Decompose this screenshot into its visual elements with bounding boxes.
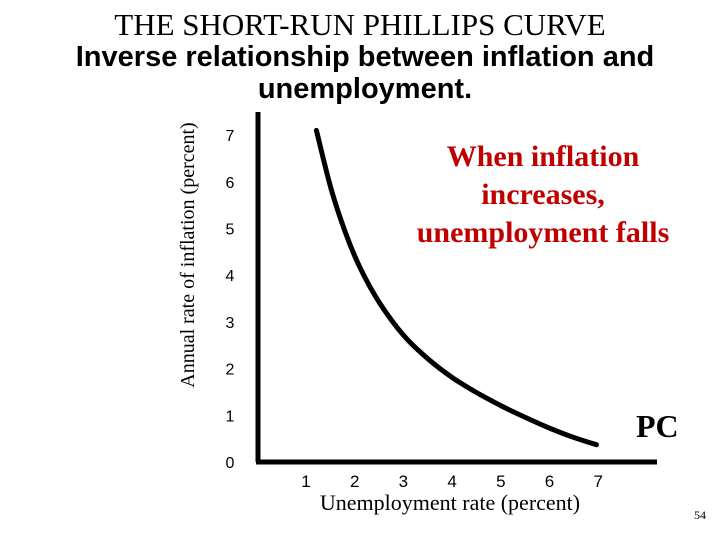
y-tick-label: 3 bbox=[226, 315, 235, 332]
y-axis-label: Annual rate of inflation (percent) bbox=[177, 122, 199, 388]
annotation-line-2: increases, bbox=[481, 178, 605, 211]
series-label-pc: PC bbox=[636, 408, 679, 444]
x-tick-label: 3 bbox=[399, 472, 408, 491]
x-tick-label: 1 bbox=[301, 472, 310, 491]
y-axis-label-container: Annual rate of inflation (percent) bbox=[160, 120, 216, 390]
y-tick-label: 7 bbox=[226, 128, 235, 145]
x-tick-label: 7 bbox=[593, 472, 602, 491]
x-tick-labels: 1 2 3 4 5 6 7 bbox=[301, 472, 603, 491]
y-tick-label: 4 bbox=[226, 268, 235, 285]
x-tick-label: 2 bbox=[350, 472, 359, 491]
x-tick-label: 6 bbox=[545, 472, 554, 491]
phillips-curve-line bbox=[313, 127, 599, 448]
chart-axes bbox=[255, 112, 657, 465]
y-tick-label: 1 bbox=[226, 408, 235, 425]
y-tick-labels: 0 1 2 3 4 5 6 7 bbox=[226, 128, 235, 472]
y-tick-label: 5 bbox=[226, 222, 235, 239]
series-layer bbox=[313, 127, 599, 448]
annotation-line-3: unemployment falls bbox=[416, 216, 670, 249]
annotation-text: When inflation increases, unemployment f… bbox=[398, 138, 688, 252]
x-axis-label: Unemployment rate (percent) bbox=[319, 490, 581, 515]
x-tick-label: 4 bbox=[447, 472, 456, 491]
slide-subtitle: Inverse relationship between inflation a… bbox=[75, 41, 655, 105]
slide-title: THE SHORT-RUN PHILLIPS CURVE bbox=[114, 7, 606, 42]
annotation-line-1: When inflation bbox=[446, 140, 640, 173]
y-tick-label: 0 bbox=[226, 455, 235, 472]
y-tick-label: 6 bbox=[226, 175, 235, 192]
x-tick-label: 5 bbox=[496, 472, 505, 491]
slide-number: 54 bbox=[694, 508, 706, 522]
y-tick-label: 2 bbox=[226, 362, 235, 379]
